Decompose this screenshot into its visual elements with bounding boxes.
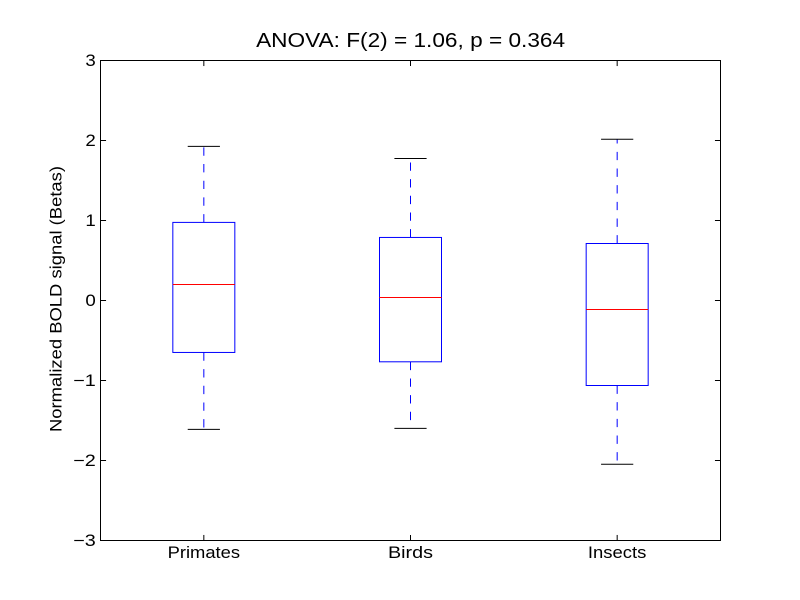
svg-text:−3: −3 [73, 532, 96, 550]
svg-text:0: 0 [85, 292, 95, 310]
svg-text:Primates: Primates [168, 544, 241, 562]
svg-text:2: 2 [85, 132, 95, 150]
svg-text:ANOVA: F(2) = 1.06, p = 0.364: ANOVA: F(2) = 1.06, p = 0.364 [256, 30, 565, 52]
svg-text:Birds: Birds [388, 544, 433, 562]
svg-text:−2: −2 [73, 452, 96, 470]
svg-text:1: 1 [85, 212, 95, 230]
svg-text:Insects: Insects [588, 544, 647, 562]
svg-text:3: 3 [85, 52, 95, 70]
svg-text:Normalized BOLD signal (Betas): Normalized BOLD signal (Betas) [48, 166, 66, 432]
svg-text:−1: −1 [73, 372, 96, 390]
